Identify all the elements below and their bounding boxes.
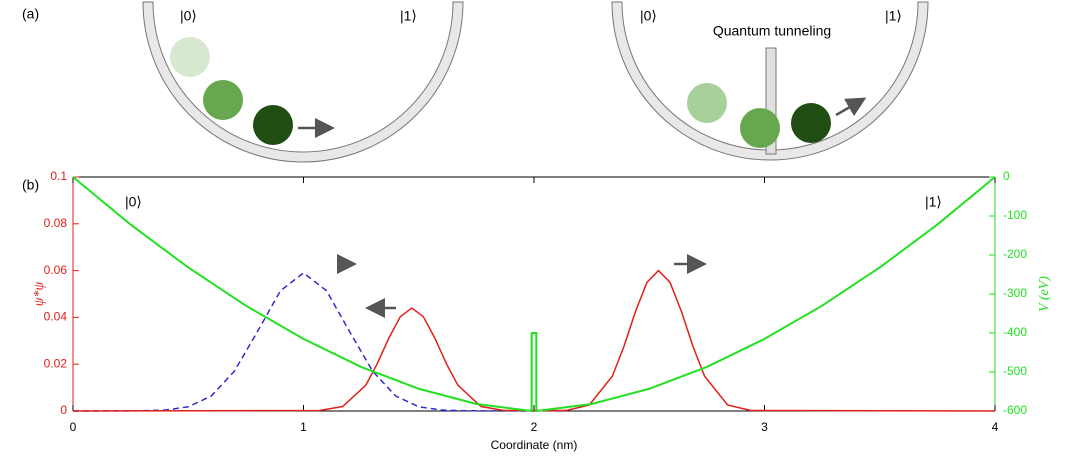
ball xyxy=(791,103,831,143)
data-line xyxy=(73,177,995,411)
x-tick-label: 1 xyxy=(300,420,307,434)
y-tick-label: 0.06 xyxy=(44,263,68,277)
data-line xyxy=(73,271,995,411)
data-line xyxy=(73,273,534,411)
y2-tick-label: -600 xyxy=(1003,403,1027,417)
y2-tick-label: -100 xyxy=(1003,208,1027,222)
y-tick-label: 0.1 xyxy=(50,169,67,183)
y2-tick-label: -400 xyxy=(1003,325,1027,339)
x-tick-label: 0 xyxy=(70,420,77,434)
state-label: |0⟩ xyxy=(180,8,197,24)
annotation: |1⟩ xyxy=(925,194,942,210)
y2-tick-label: 0 xyxy=(1003,169,1010,183)
caption: Quantum tunneling xyxy=(713,23,831,39)
annotation: |0⟩ xyxy=(125,194,142,210)
ball xyxy=(740,108,780,148)
figure: (a) |0⟩ |1⟩ |0⟩ |1⟩ Quantum tunneling (b… xyxy=(0,0,1073,459)
ball xyxy=(253,105,293,145)
y-tick-label: 0 xyxy=(60,403,67,417)
ball xyxy=(170,37,210,77)
state-label: |0⟩ xyxy=(640,8,657,24)
y2-tick-label: -300 xyxy=(1003,286,1027,300)
x-tick-label: 3 xyxy=(761,420,768,434)
x-tick-label: 4 xyxy=(992,420,999,434)
panel-label: (b) xyxy=(22,177,39,193)
panel-label: (a) xyxy=(22,6,39,22)
y-tick-label: 0.04 xyxy=(44,310,68,324)
y2-axis-label: V (eV) xyxy=(1037,276,1052,312)
x-tick-label: 2 xyxy=(531,420,538,434)
ball xyxy=(687,83,727,123)
well xyxy=(143,2,463,162)
y2-tick-label: -200 xyxy=(1003,247,1027,261)
state-label: |1⟩ xyxy=(400,8,417,24)
y-tick-label: 0.02 xyxy=(44,356,68,370)
x-axis-label: Coordinate (nm) xyxy=(491,438,578,452)
ball xyxy=(203,80,243,120)
y-axis-label: ψ*ψ xyxy=(32,282,47,307)
state-label: |1⟩ xyxy=(885,8,902,24)
arrow xyxy=(836,100,862,115)
y2-tick-label: -500 xyxy=(1003,364,1027,378)
y-tick-label: 0.08 xyxy=(44,216,68,230)
